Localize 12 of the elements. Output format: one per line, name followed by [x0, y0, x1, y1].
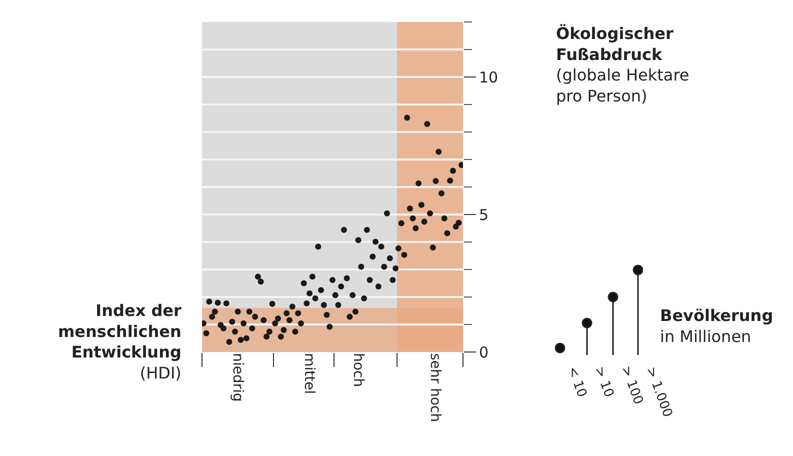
x-tick-label: sehr hoch — [427, 353, 444, 422]
x-axis-title: Index der menschlichen Entwicklung (HDI) — [58, 301, 182, 382]
text: > 10 — [591, 364, 616, 400]
text: Bevölkerung in Millionen — [660, 306, 774, 346]
x-tick-label: niedrig — [229, 353, 246, 402]
x-tick-label: hoch — [350, 353, 366, 388]
text: < 10 — [564, 364, 590, 400]
y-tick-label: 10 — [479, 68, 498, 86]
y-axis-title: Ökologischer Fußabdruck (globale Hektare pro Person) — [556, 24, 690, 106]
y-tick-label: 5 — [479, 206, 489, 224]
x-tick-label: mittel — [301, 353, 317, 394]
y-tick-label: 0 — [479, 343, 489, 362]
